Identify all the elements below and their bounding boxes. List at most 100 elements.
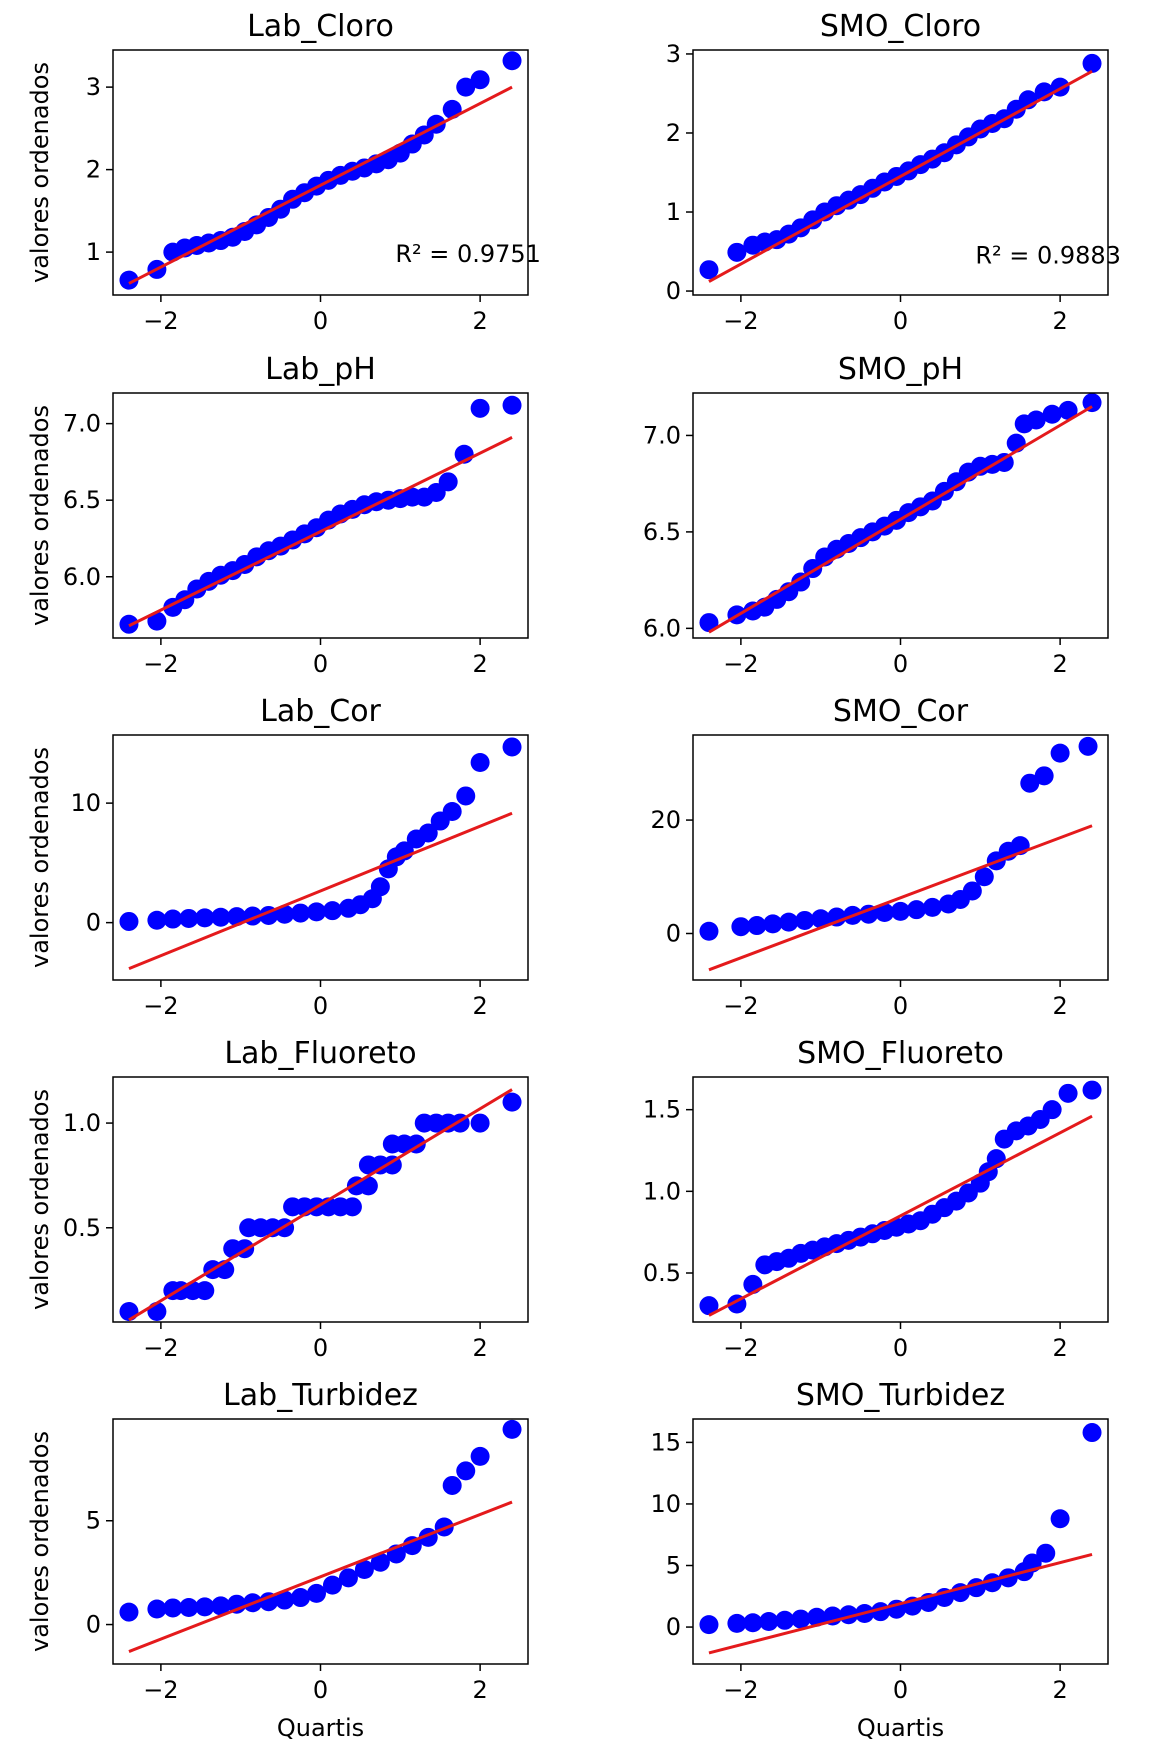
data-point [442,1475,462,1495]
data-point [456,786,476,806]
x-tick-label: 2 [1052,650,1067,678]
plot-content [699,393,1102,634]
plot-area [113,735,528,980]
data-point [442,801,462,821]
data-point [747,916,767,936]
data-point [470,752,490,772]
y-tick-label: 1.0 [63,1109,101,1137]
data-point [147,1302,167,1322]
data-point [179,908,199,928]
qq-panel-7: SMO_Fluoreto −2 0 2 0.5 1.0 1.5 [643,1036,1109,1362]
y-tick-label: 20 [650,806,681,834]
data-point [763,914,783,934]
data-point [974,867,994,887]
data-point [779,912,799,932]
x-tick-label: 0 [893,992,908,1020]
fit-line [128,436,513,628]
x-tick-label: 0 [313,650,328,678]
qq-panel-4: Lab_Cor −2 0 2 0 10 valores ordenados [26,694,529,1020]
qq-panel-8: Lab_Turbidez −2 0 2 0 5 valores ordenados Quart… [26,1378,529,1742]
y-tick-label: 6.0 [63,563,101,591]
qq-panel-0: Lab_Cloro −2 0 2 1 2 3 valores ordenados R² = 0.… [26,9,541,335]
data-point [502,1092,522,1112]
data-point [727,1613,747,1633]
data-point [699,1615,719,1635]
y-tick-label: 10 [70,789,101,817]
data-point [438,472,458,492]
data-point [402,1536,422,1556]
data-point [502,51,522,71]
y-tick-label: 6.5 [63,486,101,514]
data-point [147,611,167,631]
data-point [147,910,167,930]
data-point [1082,53,1102,73]
panel-title: Lab_pH [265,352,376,387]
y-tick-label: 2 [666,119,681,147]
data-point [211,907,231,927]
x-tick-label: 0 [893,1676,908,1704]
data-point [1026,410,1046,430]
data-point [1042,404,1062,424]
fit-line [128,1500,513,1653]
y-tick-label: 3 [666,40,681,68]
data-point [998,1568,1018,1588]
x-axis-label: Quartis [857,1714,944,1742]
data-point [502,1419,522,1439]
data-point [811,909,831,929]
data-point [922,897,942,917]
data-point [1050,1509,1070,1529]
data-point [906,900,926,920]
data-point [358,1176,378,1196]
x-tick-label: 2 [472,307,487,335]
data-point [962,881,982,901]
y-tick-label: 0 [86,1611,101,1639]
qq-panel-6: Lab_Fluoreto −2 0 2 0.5 1.0 valores ordenados [26,1036,529,1362]
data-point [807,1607,827,1627]
plot-content [699,53,1102,283]
x-tick-label: 0 [313,1676,328,1704]
plot-content [119,1419,522,1653]
data-point [1082,1080,1102,1100]
y-tick-label: 5 [86,1507,101,1535]
data-point [502,395,522,415]
x-tick-label: −2 [143,307,178,335]
data-point [163,1598,183,1618]
data-point [1058,400,1078,420]
panel-title: SMO_Fluoreto [797,1036,1004,1071]
y-axis-label: valores ordenados [26,62,54,283]
data-point [470,1446,490,1466]
x-tick-label: 2 [1052,1676,1067,1704]
data-point [307,1583,327,1603]
data-point [119,911,139,931]
data-point [470,70,490,90]
plot-content [699,736,1098,972]
data-point [791,1609,811,1629]
x-tick-label: −2 [143,1334,178,1362]
data-point [338,1568,358,1588]
plot-content [699,1080,1102,1317]
x-tick-label: 0 [313,1334,328,1362]
qq-panel-1: SMO_Cloro −2 0 2 0 1 2 3 R² = 0.9883 [666,9,1121,335]
panel-title: SMO_Cloro [820,9,981,44]
plot-content [119,51,522,290]
data-point [731,917,751,937]
data-point [119,270,139,290]
data-point [699,260,719,280]
y-tick-label: 7.0 [643,421,681,449]
data-point [1020,773,1040,793]
x-tick-label: −2 [723,307,758,335]
data-point [322,901,342,921]
x-tick-label: 2 [472,1676,487,1704]
data-point [195,908,215,928]
data-point [891,901,910,921]
qq-panel-9: SMO_Turbidez −2 0 2 0 5 10 15 Quartis [650,1378,1109,1742]
x-tick-label: 0 [893,1334,908,1362]
data-point [342,1197,362,1217]
r-squared-annotation: R² = 0.9751 [395,240,541,268]
y-tick-label: 5 [666,1552,681,1580]
data-point [354,1560,374,1580]
x-tick-label: −2 [143,650,178,678]
data-point [195,1281,215,1301]
qq-panel-2: Lab_pH −2 0 2 6.0 6.5 7.0 valores ordenados [26,352,529,678]
